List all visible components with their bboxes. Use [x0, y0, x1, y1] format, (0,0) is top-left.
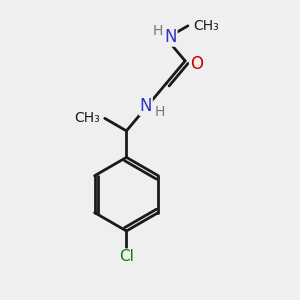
Text: N: N — [140, 97, 152, 115]
Text: N: N — [164, 28, 177, 46]
Text: Cl: Cl — [119, 249, 134, 264]
Text: H: H — [154, 105, 165, 119]
Text: CH₃: CH₃ — [75, 111, 101, 125]
Text: H: H — [152, 24, 163, 38]
Text: CH₃: CH₃ — [193, 19, 219, 33]
Text: O: O — [190, 55, 203, 73]
